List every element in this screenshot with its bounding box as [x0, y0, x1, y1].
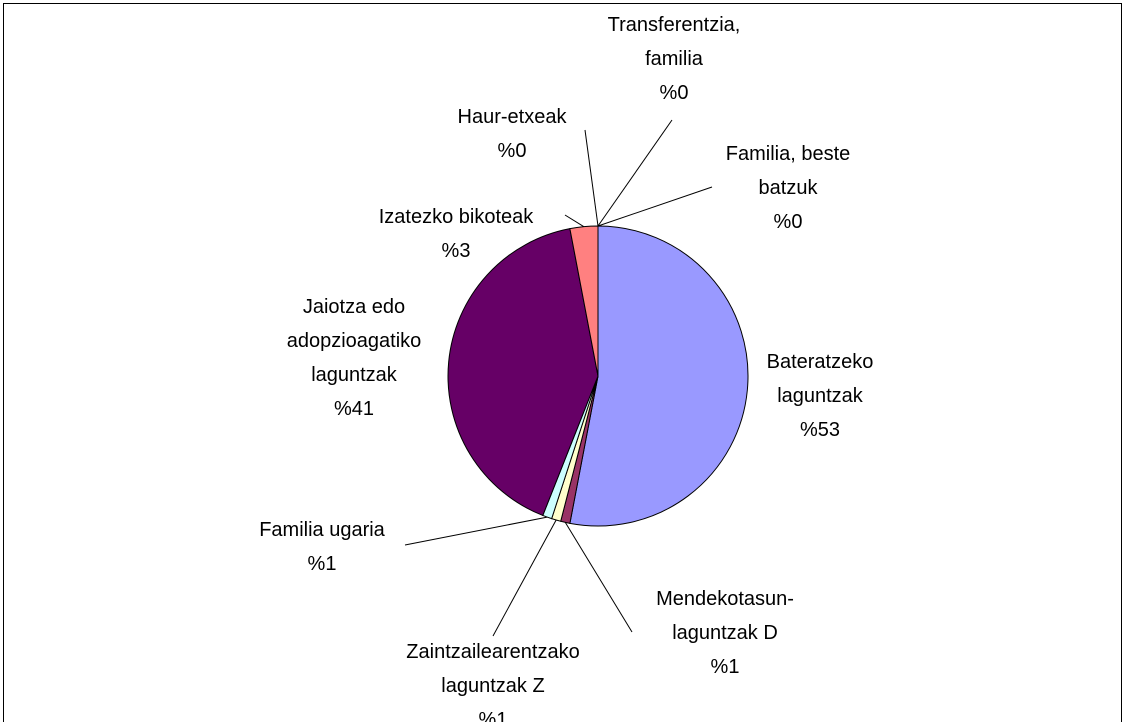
- slice-label: Bateratzeko laguntzak %53: [750, 345, 890, 447]
- value-label: %1: [307, 553, 337, 575]
- slice-label: Mendekotasun-laguntzak D %1: [638, 582, 813, 684]
- slice-label: Familia ugaria %1: [227, 513, 417, 581]
- slice-label: Zaintzailearentzako laguntzak Z %1: [373, 635, 613, 722]
- value-label: %3: [441, 240, 471, 262]
- leader-line: [564, 522, 633, 633]
- category-label: Familia, beste batzuk: [725, 143, 851, 199]
- category-label: Jaiotza edo adopzioagatiko laguntzak: [286, 296, 422, 386]
- category-label: Izatezko bikoteak: [378, 206, 534, 228]
- category-label: Familia ugaria: [259, 519, 385, 541]
- slice-label: Familia, beste batzuk %0: [708, 137, 868, 239]
- leader-line: [597, 119, 673, 227]
- slice-label: Haur-etxeak %0: [437, 100, 587, 168]
- value-label: %0: [497, 140, 527, 162]
- value-label: %53: [799, 419, 841, 441]
- slice-label: Jaiotza edo adopzioagatiko laguntzak %41: [267, 290, 442, 426]
- value-label: %0: [773, 211, 803, 233]
- category-label: Haur-etxeak: [457, 106, 567, 128]
- leader-line: [564, 214, 585, 228]
- category-label: Zaintzailearentzako laguntzak Z: [406, 641, 580, 697]
- value-label: %1: [478, 709, 508, 722]
- value-label: %1: [710, 656, 740, 678]
- category-label: Transferentzia, familia: [607, 14, 741, 70]
- pie-slice: [447, 228, 599, 517]
- pie-slice: [569, 225, 749, 527]
- slice-label: Izatezko bikoteak %3: [351, 200, 561, 268]
- slice-label: Transferentzia, familia %0: [579, 8, 769, 110]
- leader-line: [492, 519, 557, 637]
- category-label: Mendekotasun-laguntzak D: [656, 588, 794, 644]
- leader-line: [597, 186, 713, 227]
- value-label: %0: [659, 82, 689, 104]
- leader-line: [584, 129, 599, 227]
- value-label: %41: [333, 398, 375, 420]
- leader-line: [404, 516, 548, 546]
- category-label: Bateratzeko laguntzak: [766, 351, 874, 407]
